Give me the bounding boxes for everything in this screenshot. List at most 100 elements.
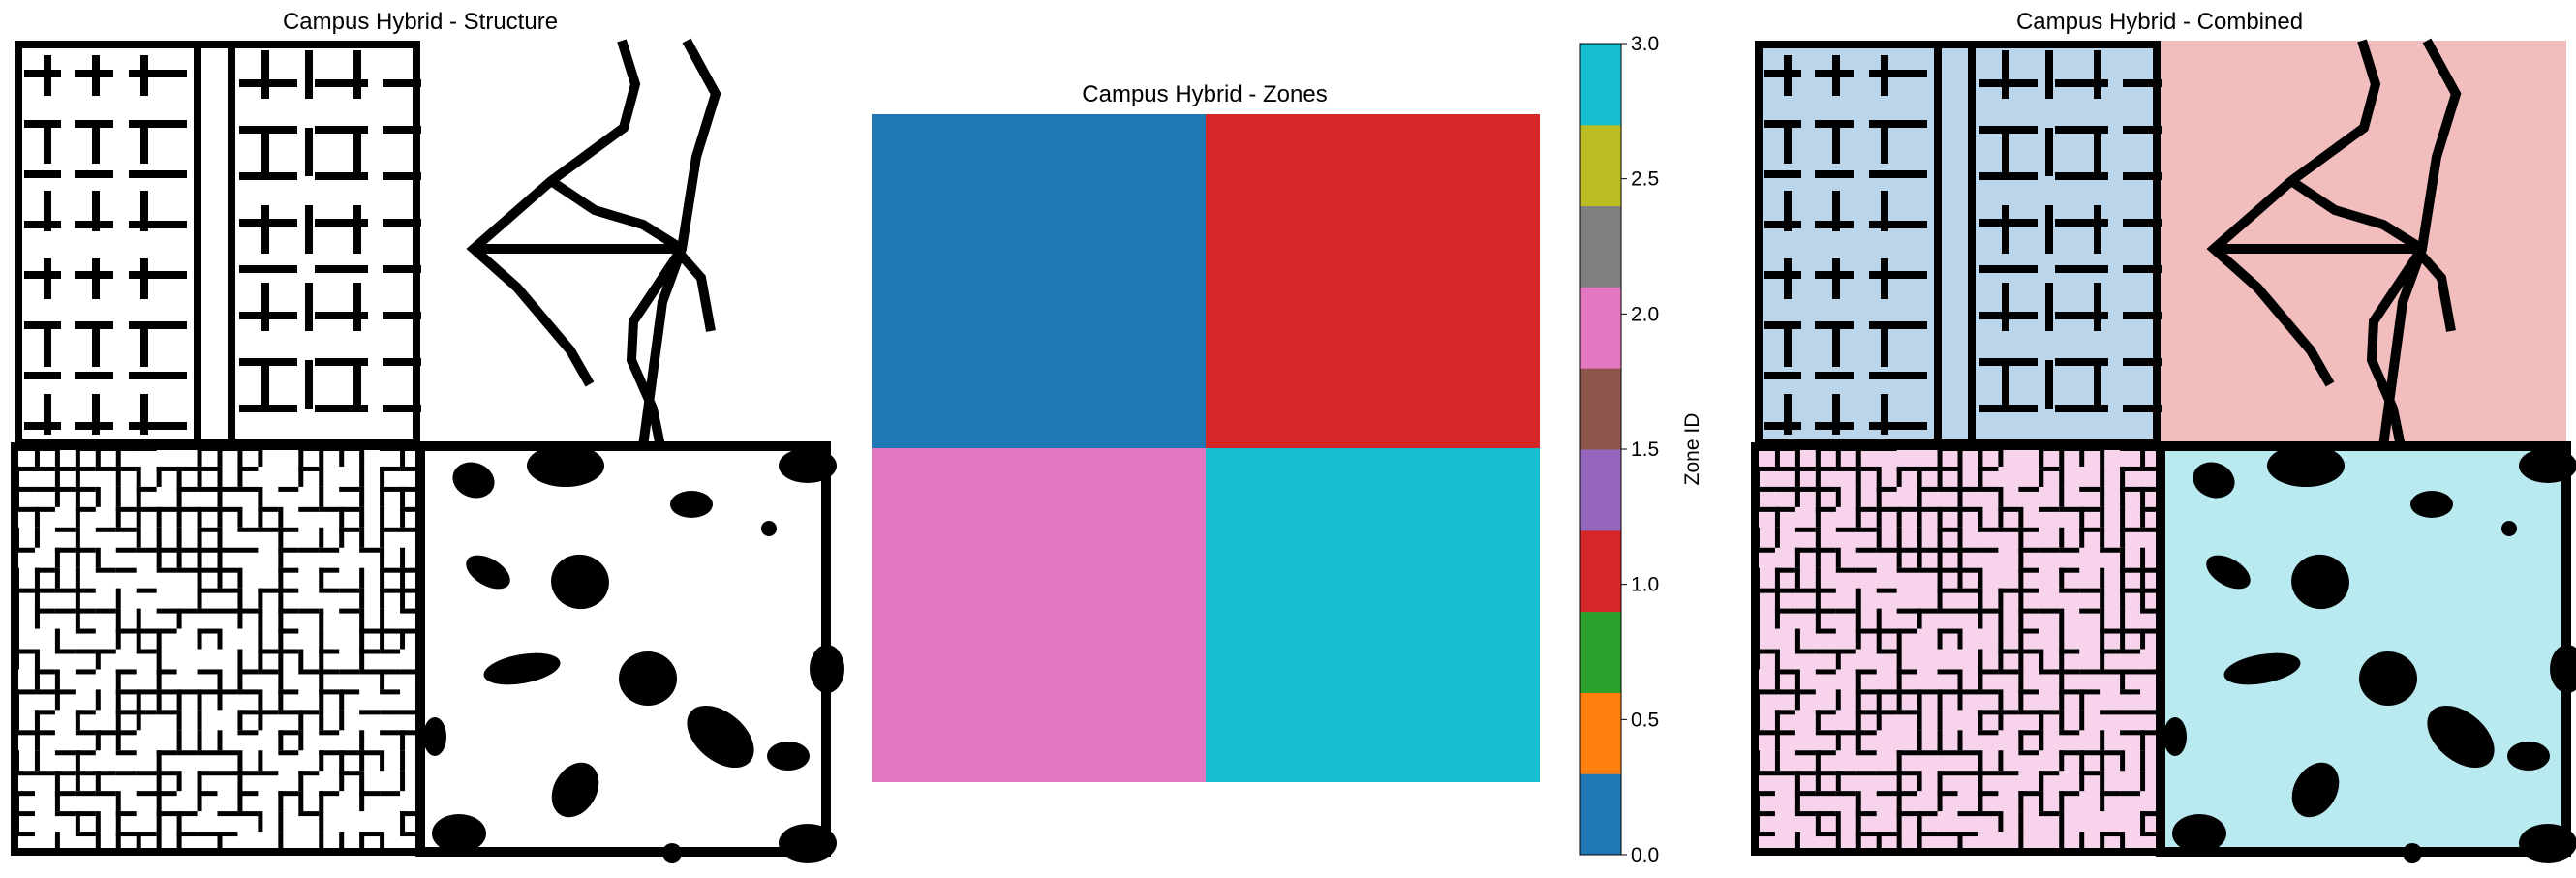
maze-wall [2039, 710, 2060, 715]
maze-wall [176, 832, 198, 837]
wall-segment [305, 128, 313, 176]
maze-wall [217, 486, 238, 492]
maze-wall [217, 588, 238, 593]
maze-wall [2140, 466, 2161, 471]
maze-wall [115, 446, 137, 451]
maze-wall [75, 466, 80, 487]
maze-wall [176, 466, 198, 471]
maze-wall [400, 811, 406, 833]
maze-wall [2059, 628, 2065, 650]
maze-wall [2059, 588, 2080, 593]
wall-segment [1869, 70, 1927, 77]
maze-wall [1815, 669, 1836, 675]
maze-wall [1978, 669, 1999, 675]
road-segment [676, 250, 716, 332]
maze-wall [1855, 730, 1861, 751]
maze-wall [2120, 466, 2126, 487]
maze-wall [115, 669, 137, 675]
maze-wall [1978, 750, 1983, 772]
maze-wall [1774, 730, 1780, 751]
maze-wall [1855, 750, 1877, 756]
maze-wall [2059, 730, 2080, 736]
maze-wall [1815, 588, 1836, 593]
maze-wall [2079, 771, 2101, 776]
blobs-quadrant [415, 441, 844, 863]
maze-wall [1957, 832, 1963, 852]
combined-panel [1751, 38, 2576, 863]
maze-wall [197, 628, 202, 650]
maze-wall [136, 486, 141, 507]
maze-wall [156, 527, 162, 548]
maze-wall [1794, 669, 1800, 690]
maze-wall [2100, 750, 2121, 756]
maze-wall [359, 750, 381, 756]
maze-wall [1876, 689, 1882, 711]
combined-title: Campus Hybrid - Combined [2015, 9, 2304, 35]
obstacle-blob [466, 555, 510, 590]
wall-segment [383, 312, 421, 319]
maze-wall [278, 608, 284, 629]
maze-wall [1774, 506, 1795, 512]
maze-wall [2100, 628, 2121, 634]
maze-wall [2018, 730, 2024, 751]
maze-wall [237, 771, 243, 792]
maze-wall [2100, 628, 2105, 650]
maze-wall [1937, 446, 1943, 467]
wall-segment [383, 126, 421, 134]
maze-wall [2039, 730, 2044, 751]
maze-wall [2120, 567, 2126, 589]
maze-wall [15, 811, 35, 817]
maze-wall [1815, 608, 1821, 629]
maze-wall [2079, 506, 2101, 512]
maze-wall [258, 588, 279, 593]
maze-wall [1937, 628, 1958, 634]
wall-segment [315, 312, 368, 319]
maze-wall [2059, 608, 2065, 629]
maze-wall [237, 649, 243, 670]
maze-wall [237, 506, 243, 528]
wall-segment [44, 191, 51, 231]
obstacle-blob [2550, 645, 2576, 693]
maze-wall [1835, 811, 1841, 833]
maze-wall [1774, 669, 1780, 690]
maze-wall [319, 669, 324, 690]
maze-wall [237, 791, 259, 797]
maze-wall [2039, 791, 2044, 812]
maze-wall [176, 608, 198, 614]
wall-segment [305, 50, 313, 99]
structure-title: Campus Hybrid - Structure [282, 9, 559, 35]
obstacle-blob [687, 705, 754, 769]
wall-segment [1881, 258, 1888, 299]
maze-wall [2120, 506, 2126, 528]
maze-wall [1855, 832, 1861, 852]
maze-wall [2100, 466, 2105, 487]
maze-wall [380, 730, 401, 736]
maze-wall [54, 689, 76, 695]
maze-wall [1774, 710, 1780, 731]
maze-wall [1978, 811, 1999, 817]
maze-wall [359, 832, 365, 852]
maze-wall [400, 730, 420, 736]
maze-wall [359, 506, 365, 528]
wall-segment [1881, 394, 1888, 435]
wall-segment [44, 326, 51, 367]
maze-wall [1755, 649, 1760, 670]
maze-wall [339, 771, 360, 776]
maze-wall [217, 567, 223, 589]
maze-wall [34, 567, 55, 573]
maze-wall [2039, 771, 2044, 792]
maze-wall [1794, 771, 1816, 776]
wall-segment [2123, 126, 2162, 134]
maze-wall [115, 446, 121, 467]
maze-wall [339, 527, 345, 548]
maze-wall [217, 811, 238, 817]
maze-wall [2140, 588, 2161, 593]
maze-wall [1917, 506, 1938, 512]
maze-wall [176, 771, 182, 792]
maze-wall [197, 588, 202, 609]
maze-wall [156, 811, 177, 817]
maze-wall [1937, 567, 1958, 573]
obstacle-blob [527, 444, 604, 487]
maze-wall [278, 547, 299, 553]
maze-wall [217, 669, 223, 690]
